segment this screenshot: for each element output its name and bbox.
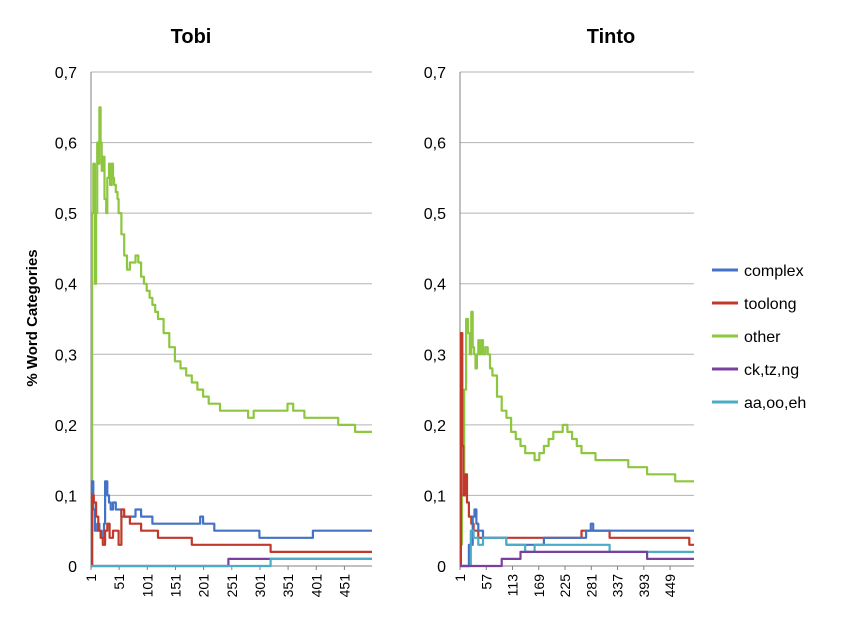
y-tick-tinto-6: 0,6 xyxy=(424,136,446,153)
y-tick-tinto-1: 0,1 xyxy=(424,488,446,505)
x-tick-tobi-5: 251 xyxy=(224,574,240,598)
chart-root: % Word Categories Tobi 0 0,1 0,2 0,3 0,4 0,5 0… xyxy=(0,0,850,638)
x-tick-tobi-0: 1 xyxy=(83,574,99,582)
y-tick-tobi-3: 0,3 xyxy=(55,347,77,364)
panel-title-tobi: Tobi xyxy=(171,26,212,48)
x-tick-tobi-3: 151 xyxy=(167,574,183,598)
legend-label-toolong: toolong xyxy=(744,296,797,313)
y-tick-tobi-5: 0,5 xyxy=(55,206,77,223)
x-tick-tinto-1: 57 xyxy=(478,574,494,590)
y-tick-tinto-4: 0,4 xyxy=(424,277,446,294)
x-tick-tinto-3: 169 xyxy=(531,574,547,598)
y-tick-tobi-1: 0,1 xyxy=(55,488,77,505)
x-tick-tinto-8: 449 xyxy=(662,574,678,598)
x-tick-tobi-6: 301 xyxy=(252,574,268,598)
y-tick-tobi-6: 0,6 xyxy=(55,136,77,153)
y-tick-tobi-0: 0 xyxy=(68,559,77,576)
y-axis-label: % Word Categories xyxy=(24,249,41,386)
x-tick-tinto-2: 113 xyxy=(505,574,521,597)
y-tick-tobi-4: 0,4 xyxy=(55,277,77,294)
y-tick-tobi-7: 0,7 xyxy=(55,65,77,82)
x-tick-tinto-6: 337 xyxy=(610,574,626,598)
x-tick-tinto-4: 225 xyxy=(557,574,573,598)
y-tick-tinto-5: 0,5 xyxy=(424,206,446,223)
x-tick-tobi-7: 351 xyxy=(280,574,296,598)
legend-label-complex: complex xyxy=(744,263,804,280)
y-tick-tinto-0: 0 xyxy=(437,559,446,576)
y-tick-tobi-2: 0,2 xyxy=(55,418,77,435)
x-tick-tinto-7: 393 xyxy=(636,574,652,598)
x-tick-tinto-5: 281 xyxy=(583,574,599,598)
y-tick-tinto-3: 0,3 xyxy=(424,347,446,364)
x-tick-tobi-2: 101 xyxy=(139,574,155,598)
chart-background xyxy=(0,0,850,638)
legend-label-ck-tz-ng: ck,tz,ng xyxy=(744,362,799,379)
x-tick-tobi-1: 51 xyxy=(111,574,127,590)
x-tick-tobi-4: 201 xyxy=(196,574,212,598)
x-tick-tobi-8: 401 xyxy=(308,574,324,598)
legend-label-aa-oo-eh: aa,oo,eh xyxy=(744,395,806,412)
y-tick-tinto-2: 0,2 xyxy=(424,418,446,435)
y-tick-tinto-7: 0,7 xyxy=(424,65,446,82)
legend-label-other: other xyxy=(744,329,781,346)
panel-title-tinto: Tinto xyxy=(587,26,636,48)
x-tick-tinto-0: 1 xyxy=(452,574,468,582)
x-tick-tobi-9: 451 xyxy=(336,574,352,598)
